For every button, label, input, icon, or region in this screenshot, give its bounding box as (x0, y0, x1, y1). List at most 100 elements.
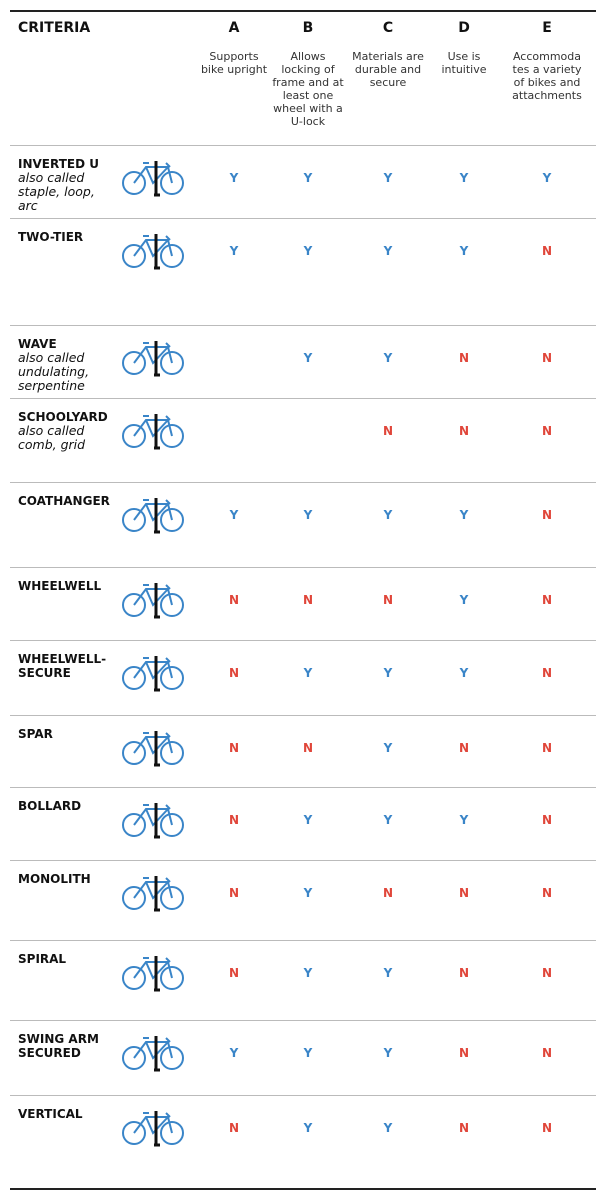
rating: Y (383, 1121, 393, 1135)
row-rule (10, 715, 596, 716)
rack-icon (122, 498, 184, 534)
rating: N (228, 966, 240, 980)
rack-name: INVERTED U (18, 157, 99, 171)
rating: N (382, 593, 394, 607)
rating: Y (303, 966, 313, 980)
rack-name: SECURE (18, 666, 71, 680)
rack-icon (122, 583, 184, 619)
rack-name: SWING ARM (18, 1032, 99, 1046)
rating: Y (383, 666, 393, 680)
rating: Y (229, 508, 239, 522)
rack-name: COATHANGER (18, 494, 110, 508)
row-rule (10, 145, 596, 146)
rating: N (382, 424, 394, 438)
rack-icon (122, 731, 184, 767)
rating: N (541, 886, 553, 900)
rating: Y (303, 813, 313, 827)
rating: N (541, 1121, 553, 1135)
rack-name: SPIRAL (18, 952, 67, 966)
rack-icon (122, 956, 184, 992)
rack-name: SPAR (18, 727, 53, 741)
column-letter: D (458, 20, 470, 36)
row-rule (10, 325, 596, 326)
rating: N (228, 593, 240, 607)
rack-alias: also called undulating, serpentine (18, 350, 90, 393)
rating: Y (303, 1121, 313, 1135)
rating: N (541, 966, 553, 980)
rating: Y (383, 244, 393, 258)
column-description: Materials are durable and secure (352, 50, 424, 89)
column-description: Accommodates a variety of bikes and atta… (512, 50, 582, 102)
rack-icon (122, 1111, 184, 1147)
rating: Y (229, 1046, 239, 1060)
rating: Y (459, 593, 469, 607)
bottom-rule (10, 1188, 596, 1190)
rating: N (302, 593, 314, 607)
row-rule (10, 860, 596, 861)
rating: N (228, 886, 240, 900)
top-rule (10, 10, 596, 12)
rating: N (458, 424, 470, 438)
rating: N (458, 966, 470, 980)
row-rule (10, 787, 596, 788)
rating: N (541, 508, 553, 522)
rating: N (541, 741, 553, 755)
column-description: Use is intuitive (441, 50, 487, 76)
criteria-label: CRITERIA (18, 20, 91, 36)
row-rule (10, 482, 596, 483)
rack-icon (122, 1036, 184, 1072)
column-letter: B (302, 20, 314, 36)
rating: Y (303, 1046, 313, 1060)
rating: Y (383, 171, 393, 185)
rack-name: WHEELWELL- (18, 652, 107, 666)
rack-icon (122, 161, 184, 197)
column-letter: C (382, 20, 394, 36)
rating: N (541, 351, 553, 365)
rating: N (458, 1121, 470, 1135)
row-rule (10, 218, 596, 219)
row-rule (10, 640, 596, 641)
rating: Y (459, 666, 469, 680)
rack-icon (122, 341, 184, 377)
rack-icon (122, 656, 184, 692)
row-rule (10, 1020, 596, 1021)
rating: N (228, 666, 240, 680)
rating: Y (229, 244, 239, 258)
rating: Y (303, 886, 313, 900)
rack-name: WAVE (18, 337, 57, 351)
rating: N (458, 351, 470, 365)
rack-name: SECURED (18, 1046, 81, 1060)
rack-icon (122, 414, 184, 450)
rack-name: TWO-TIER (18, 230, 84, 244)
column-letter: A (228, 20, 240, 36)
column-letter: E (542, 20, 552, 36)
rack-icon (122, 234, 184, 270)
rating: N (541, 813, 553, 827)
rating: N (541, 666, 553, 680)
row-rule (10, 940, 596, 941)
rack-name: WHEELWELL (18, 579, 102, 593)
rating: Y (459, 171, 469, 185)
rating: N (382, 886, 394, 900)
row-rule (10, 1095, 596, 1096)
rack-alias: also called comb, grid (18, 423, 86, 452)
rating: Y (542, 171, 552, 185)
rating: N (228, 813, 240, 827)
rating: N (458, 741, 470, 755)
rating: Y (383, 508, 393, 522)
rating: Y (459, 244, 469, 258)
rating: Y (459, 813, 469, 827)
rack-name: VERTICAL (18, 1107, 83, 1121)
rating: Y (383, 966, 393, 980)
rating: Y (303, 666, 313, 680)
rating: Y (383, 741, 393, 755)
rating: N (541, 244, 553, 258)
rating: Y (229, 171, 239, 185)
rating: N (302, 741, 314, 755)
row-rule (10, 567, 596, 568)
row-rule (10, 398, 596, 399)
rating: Y (303, 171, 313, 185)
rating: Y (383, 1046, 393, 1060)
rack-alias: also called staple, loop, arc (18, 170, 95, 213)
